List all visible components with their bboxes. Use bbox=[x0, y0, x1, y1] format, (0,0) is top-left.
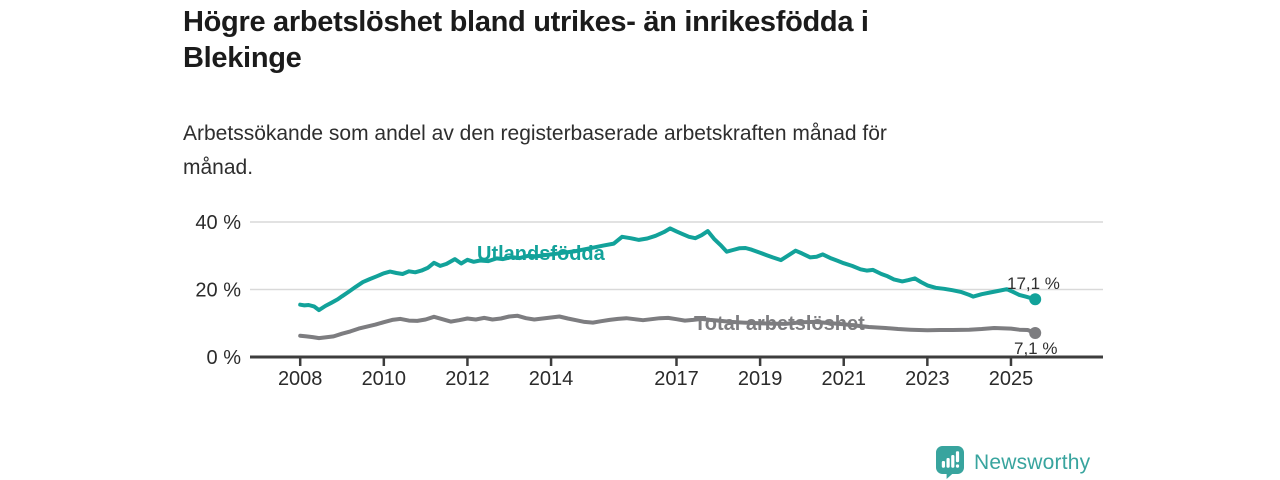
x-axis-tick-label: 2012 bbox=[445, 368, 490, 390]
chart-title: Högre arbetslöshet bland utrikes- än inr… bbox=[183, 4, 1063, 76]
chart-subtitle-line-1: Arbetssökande som andel av den registerb… bbox=[183, 122, 887, 145]
x-axis-tick-label: 2025 bbox=[989, 368, 1034, 390]
series-end-dot-total-arbetsloshet bbox=[1029, 327, 1042, 339]
chart-subtitle: Arbetssökande som andel av den registerb… bbox=[183, 117, 1063, 185]
newsworthy-logo: Newsworthy bbox=[936, 446, 1090, 479]
chart-title-line-1: Högre arbetslöshet bland utrikes- än inr… bbox=[183, 6, 869, 38]
series-label-utlandsfodda: Utlandsfödda bbox=[477, 243, 605, 265]
x-axis-tick-label: 2019 bbox=[738, 368, 783, 390]
chart-title-line-2: Blekinge bbox=[183, 42, 302, 74]
gridlines bbox=[250, 221, 1103, 359]
x-axis-tick-label: 2010 bbox=[362, 368, 407, 390]
axis-labels: 0 % 20 % 40 % 2008 2010 2012 2014 2017 2019 2021 2… bbox=[195, 212, 1033, 390]
series-end-dot-utlandsfodda bbox=[1029, 293, 1042, 306]
axis-ticks bbox=[298, 356, 1013, 366]
series-label-total-arbetsloshet: Total arbetslöshet bbox=[694, 313, 865, 335]
x-axis-tick-label: 2021 bbox=[821, 368, 866, 390]
y-axis-tick-label: 0 % bbox=[207, 347, 242, 369]
x-axis-tick-label: 2014 bbox=[529, 368, 574, 390]
chart-subtitle-line-2: månad. bbox=[183, 156, 254, 179]
y-axis-tick-label: 40 % bbox=[195, 212, 241, 234]
x-axis-tick-label: 2023 bbox=[905, 368, 950, 390]
newsworthy-chart-bubble-icon bbox=[936, 446, 964, 479]
x-axis-tick-label: 2017 bbox=[654, 368, 699, 390]
series-line-total-arbetsloshet bbox=[298, 313, 1038, 341]
series-line-utlandsfodda bbox=[298, 226, 1038, 313]
newsworthy-wordmark: Newsworthy bbox=[974, 450, 1091, 474]
end-value-label-total-arbetsloshet: 7,1 % bbox=[1014, 339, 1058, 358]
x-axis-tick-label: 2008 bbox=[278, 368, 323, 390]
y-axis-tick-label: 20 % bbox=[195, 280, 241, 302]
end-value-label-utlandsfodda: 17,1 % bbox=[1007, 274, 1060, 293]
